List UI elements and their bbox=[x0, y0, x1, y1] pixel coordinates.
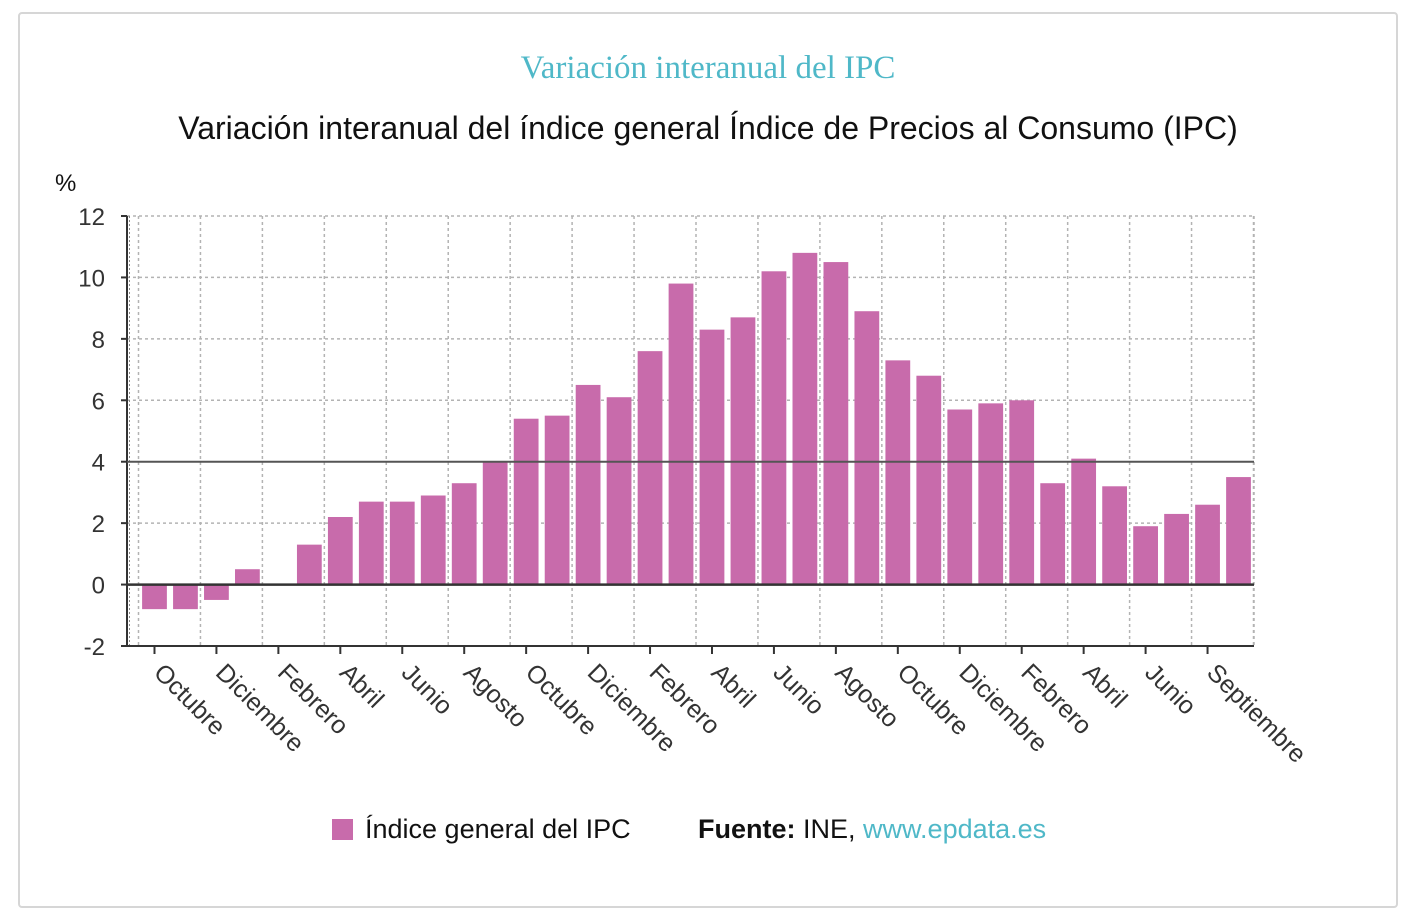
bar bbox=[544, 415, 570, 585]
x-tick-label: Septiembre bbox=[1201, 658, 1311, 768]
bar bbox=[1071, 458, 1097, 585]
y-tick-label: 6 bbox=[92, 388, 105, 415]
source-link[interactable]: www.epdata.es bbox=[863, 814, 1047, 844]
bar bbox=[916, 375, 942, 585]
bar bbox=[947, 409, 973, 585]
bar bbox=[978, 403, 1004, 585]
bar bbox=[327, 517, 353, 585]
bar bbox=[637, 351, 663, 585]
bar bbox=[730, 317, 756, 585]
bar bbox=[606, 397, 632, 585]
bar bbox=[420, 495, 446, 585]
y-tick-label: 8 bbox=[92, 327, 105, 354]
bar bbox=[204, 584, 229, 600]
x-tick-label: Abril bbox=[706, 658, 761, 713]
bar bbox=[1009, 400, 1035, 585]
y-tick-label: 12 bbox=[78, 204, 105, 231]
x-tick-label: Abril bbox=[334, 658, 389, 713]
bar bbox=[296, 544, 322, 585]
x-tick-label: Junio bbox=[1139, 658, 1201, 720]
bar bbox=[854, 311, 880, 585]
bar bbox=[699, 329, 725, 585]
bar bbox=[761, 271, 787, 585]
bar bbox=[389, 501, 415, 585]
x-tick-label: Abril bbox=[1077, 658, 1132, 713]
bar bbox=[885, 360, 911, 585]
bar bbox=[1133, 526, 1158, 585]
bar bbox=[451, 483, 477, 585]
bar bbox=[173, 584, 198, 610]
bar bbox=[513, 418, 539, 585]
bar bbox=[482, 461, 508, 585]
bar bbox=[358, 501, 384, 585]
bar bbox=[142, 584, 167, 610]
y-tick-label: 0 bbox=[92, 573, 105, 600]
x-tick-label: Junio bbox=[396, 658, 458, 720]
y-tick-label: -2 bbox=[84, 634, 105, 661]
legend-label: Índice general del IPC bbox=[365, 814, 631, 844]
bar bbox=[1040, 483, 1066, 585]
y-tick-label: 4 bbox=[92, 450, 105, 477]
bar bbox=[792, 252, 818, 585]
x-tick-label: Agosto bbox=[830, 658, 905, 733]
x-tick-label: Junio bbox=[768, 658, 830, 720]
y-axis-unit-label: % bbox=[55, 170, 77, 197]
source-text: INE, bbox=[803, 814, 856, 844]
bar bbox=[823, 262, 849, 585]
bar bbox=[575, 384, 601, 585]
y-tick-label: 2 bbox=[92, 511, 105, 538]
chart-title: Variación interanual del índice general … bbox=[178, 110, 1238, 146]
bar bbox=[668, 283, 694, 585]
legend-swatch bbox=[332, 819, 353, 840]
source-note: Fuente: INE, www.epdata.es bbox=[698, 814, 1046, 845]
bar bbox=[1102, 486, 1128, 585]
bar bbox=[235, 569, 260, 585]
legend: Índice general del IPC bbox=[332, 814, 631, 845]
bar bbox=[1226, 477, 1251, 585]
header-title: Variación interanual del IPC bbox=[520, 50, 896, 86]
x-tick-label: Agosto bbox=[458, 658, 533, 733]
source-label: Fuente: bbox=[698, 814, 796, 844]
bar bbox=[1164, 513, 1189, 585]
bar bbox=[1195, 504, 1220, 585]
y-tick-label: 10 bbox=[78, 265, 105, 292]
